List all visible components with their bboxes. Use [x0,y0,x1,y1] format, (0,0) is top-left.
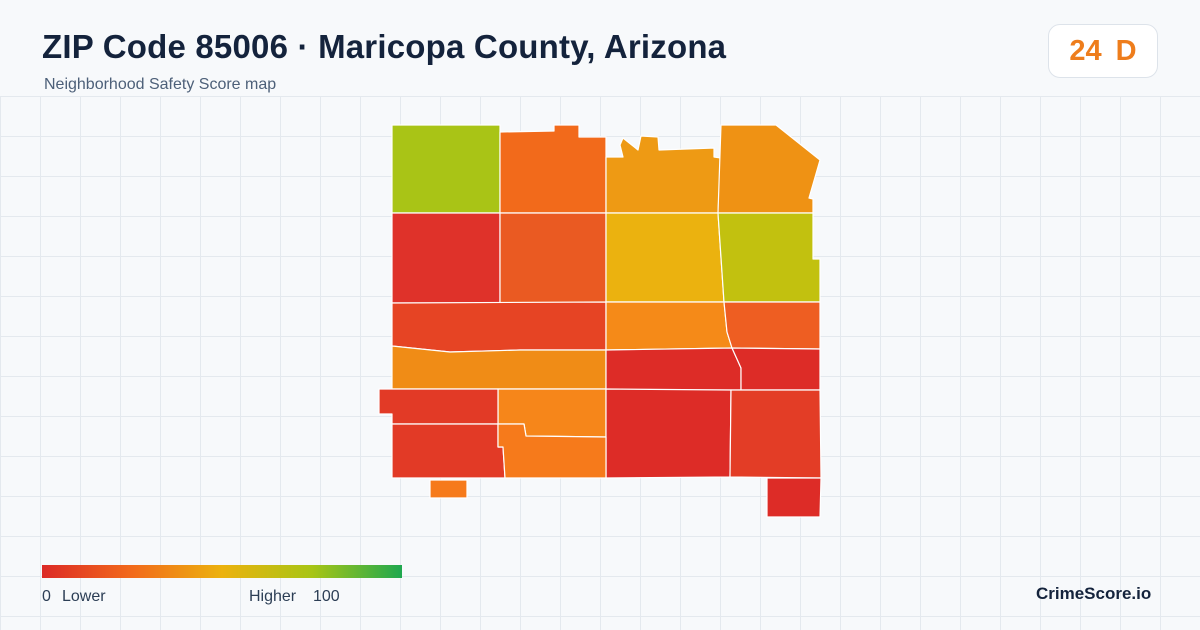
map-region[interactable] [378,388,499,425]
brand-logo-text: CrimeScore.io [1036,584,1152,603]
legend-color-scale [42,565,402,578]
map-region[interactable] [729,389,822,479]
map-region[interactable] [499,212,607,304]
page-subtitle: Neighborhood Safety Score map [44,76,277,93]
safety-score-value: 24 [1069,34,1102,67]
map-region[interactable] [605,212,725,303]
map-region[interactable] [499,124,607,214]
map-region[interactable] [717,212,821,303]
legend-min-label: 0 [42,588,51,605]
map-region[interactable] [605,301,733,351]
legend-min-text: Lower [62,588,106,605]
map-region[interactable] [766,477,822,518]
map-region[interactable] [605,135,722,214]
map-region[interactable] [605,388,732,479]
map-region[interactable] [391,345,607,390]
header [0,0,1200,96]
map-region[interactable] [391,301,607,353]
map-region[interactable] [605,347,742,391]
map-region[interactable] [717,124,821,214]
map-region[interactable] [391,124,501,214]
legend-max-label: 100 [313,588,340,605]
safety-score-grade: D [1115,34,1137,67]
map-region[interactable] [391,423,506,479]
legend-max-text: Higher [249,588,297,605]
map-region[interactable] [723,301,821,350]
page-title: ZIP Code 85006 · Maricopa County, Arizon… [42,28,727,65]
map-region[interactable] [429,479,468,499]
safety-score-badge: 24 D [1048,24,1158,78]
map-region[interactable] [731,347,821,391]
map-region[interactable] [497,423,607,479]
map-region[interactable] [391,212,501,304]
